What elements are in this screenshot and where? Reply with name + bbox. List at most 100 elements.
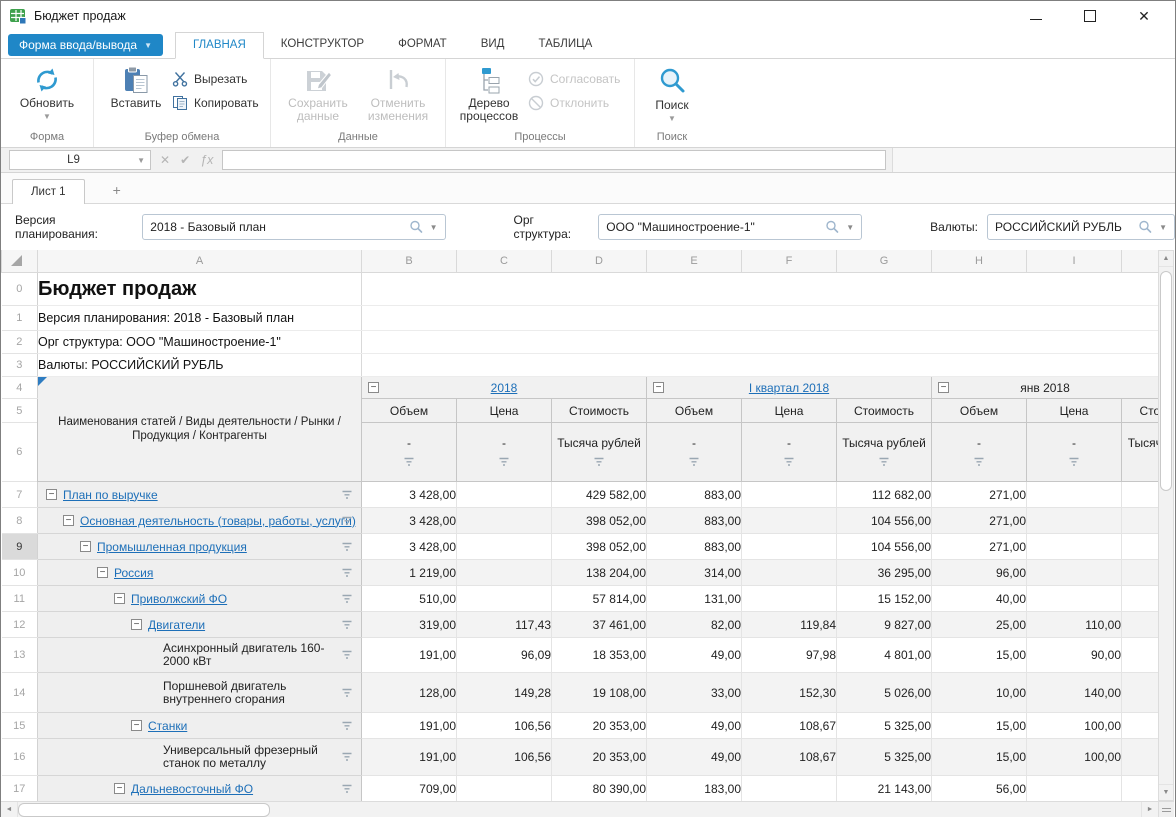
- column-header[interactable]: G: [836, 250, 932, 273]
- grid-cell[interactable]: [456, 775, 552, 802]
- collapse-icon[interactable]: −: [938, 381, 949, 393]
- grid-cell[interactable]: 510,00: [361, 585, 457, 612]
- period-link[interactable]: 2018: [490, 380, 518, 395]
- grid-cell[interactable]: 90,00: [1026, 637, 1122, 673]
- maximize-button[interactable]: [1083, 9, 1097, 23]
- grid-cell[interactable]: 5 325,00: [836, 712, 932, 739]
- row-header[interactable]: 17: [1, 775, 38, 802]
- vertical-scroll-thumb[interactable]: [1160, 271, 1172, 491]
- grid-cell[interactable]: 49,00: [646, 637, 742, 673]
- grid-cell-partial[interactable]: [1121, 712, 1159, 739]
- collapse-icon[interactable]: −: [97, 567, 108, 578]
- paste-button[interactable]: Вставить: [100, 61, 172, 110]
- grid-cell-partial[interactable]: [1121, 637, 1159, 673]
- confirm-entry-icon[interactable]: ✔: [180, 153, 191, 167]
- refresh-button[interactable]: Обновить ▼: [7, 61, 87, 121]
- scroll-left-arrow-icon[interactable]: ◄: [1, 802, 18, 817]
- grid-cell-partial[interactable]: [1121, 738, 1159, 776]
- grid-cell[interactable]: 15,00: [931, 738, 1027, 776]
- grid-cell[interactable]: 100,00: [1026, 738, 1122, 776]
- filter-funnel-icon[interactable]: [1068, 457, 1080, 467]
- grid-cell[interactable]: [741, 507, 837, 534]
- scrollbar-corner-grip[interactable]: [1158, 801, 1174, 817]
- hierarchy-cell[interactable]: − Дальневосточный ФО: [37, 775, 362, 802]
- grid-cell[interactable]: 108,67: [741, 712, 837, 739]
- grid-cell-partial[interactable]: [1121, 559, 1159, 586]
- horizontal-scrollbar[interactable]: ◄ ►: [1, 801, 1158, 817]
- close-button[interactable]: ✕: [1137, 9, 1151, 23]
- empty-cells[interactable]: [361, 305, 1159, 331]
- grid-cell[interactable]: 10,00: [931, 672, 1027, 713]
- column-header[interactable]: I: [1026, 250, 1122, 273]
- grid-cell[interactable]: 149,28: [456, 672, 552, 713]
- filter-funnel-icon[interactable]: [341, 784, 353, 794]
- grid-cell[interactable]: [456, 507, 552, 534]
- grid-cell[interactable]: 128,00: [361, 672, 457, 713]
- grid-cell[interactable]: 104 556,00: [836, 507, 932, 534]
- approve-button[interactable]: Согласовать: [528, 71, 620, 87]
- period-link[interactable]: I квартал 2018: [748, 380, 830, 395]
- empty-cells[interactable]: [361, 353, 1159, 377]
- grid-cell[interactable]: 5 026,00: [836, 672, 932, 713]
- vertical-scrollbar[interactable]: ▲ ▼: [1158, 250, 1174, 801]
- hierarchy-link[interactable]: План по выручке: [63, 487, 158, 502]
- grid-cell[interactable]: 56,00: [931, 775, 1027, 802]
- collapse-icon[interactable]: −: [653, 381, 664, 393]
- form-io-menu-button[interactable]: Форма ввода/вывода ▼: [8, 34, 164, 56]
- row-header[interactable]: 0: [1, 272, 38, 306]
- grid-cell[interactable]: [741, 559, 837, 586]
- period-group-cell[interactable]: − 2018: [361, 376, 647, 399]
- grid-cell[interactable]: 49,00: [646, 712, 742, 739]
- grid-cell[interactable]: 3 428,00: [361, 481, 457, 508]
- grid-cell[interactable]: 709,00: [361, 775, 457, 802]
- grid-cell[interactable]: [456, 481, 552, 508]
- row-header[interactable]: 15: [1, 712, 38, 739]
- currency-combo[interactable]: РОССИЙСКИЙ РУБЛЬ ▼: [987, 214, 1175, 240]
- grid-cell[interactable]: 140,00: [1026, 672, 1122, 713]
- collapse-icon[interactable]: −: [114, 783, 125, 794]
- grid-cell[interactable]: 25,00: [931, 611, 1027, 638]
- grid-cell-partial[interactable]: [1121, 533, 1159, 560]
- hierarchy-cell[interactable]: − Промышленная продукция: [37, 533, 362, 560]
- undo-changes-button[interactable]: Отменить изменения: [358, 61, 438, 123]
- grid-cell[interactable]: 429 582,00: [551, 481, 647, 508]
- hierarchy-cell[interactable]: Поршневой двигатель внутреннего сгорания: [37, 672, 362, 713]
- hierarchy-cell[interactable]: Асинхронный двигатель 160-2000 кВт: [37, 637, 362, 673]
- grid-cell[interactable]: 106,56: [456, 712, 552, 739]
- collapse-icon[interactable]: −: [80, 541, 91, 552]
- column-header[interactable]: B: [361, 250, 457, 273]
- grid-cell[interactable]: 5 325,00: [836, 738, 932, 776]
- filter-funnel-icon[interactable]: [341, 752, 353, 762]
- grid-cell[interactable]: 20 353,00: [551, 712, 647, 739]
- grid-cell[interactable]: 112 682,00: [836, 481, 932, 508]
- hierarchy-link[interactable]: Приволжский ФО: [131, 591, 228, 606]
- decline-button[interactable]: Отклонить: [528, 95, 609, 111]
- grid-cell[interactable]: [1026, 775, 1122, 802]
- select-all-corner[interactable]: [1, 250, 38, 273]
- grid-cell[interactable]: [741, 585, 837, 612]
- row-header[interactable]: 14: [1, 672, 38, 713]
- grid-cell[interactable]: 398 052,00: [551, 507, 647, 534]
- filter-funnel-icon[interactable]: [341, 516, 353, 526]
- grid-cell-partial[interactable]: [1121, 775, 1159, 802]
- filter-funnel-icon[interactable]: [973, 457, 985, 467]
- grid-cell[interactable]: 191,00: [361, 738, 457, 776]
- tab-konstruktor[interactable]: КОНСТРУКТОР: [280, 38, 365, 50]
- hierarchy-cell[interactable]: − Основная деятельность (товары, работы, …: [37, 507, 362, 534]
- hierarchy-link[interactable]: Россия: [114, 565, 154, 580]
- row-header[interactable]: 16: [1, 738, 38, 776]
- hierarchy-link[interactable]: Промышленная продукция: [97, 539, 247, 554]
- grid-cell[interactable]: 80 390,00: [551, 775, 647, 802]
- row-header[interactable]: 9: [1, 533, 38, 560]
- grid-cell[interactable]: [456, 585, 552, 612]
- grid-cell[interactable]: 3 428,00: [361, 533, 457, 560]
- info-cell[interactable]: Орг структура: ООО "Машиностроение-1": [37, 330, 362, 354]
- collapse-icon[interactable]: −: [114, 593, 125, 604]
- grid-cell[interactable]: 37 461,00: [551, 611, 647, 638]
- scroll-right-arrow-icon[interactable]: ►: [1141, 802, 1158, 817]
- hierarchy-cell[interactable]: − План по выручке: [37, 481, 362, 508]
- sheet-title-cell[interactable]: Бюджет продаж: [37, 272, 362, 306]
- grid-cell[interactable]: 18 353,00: [551, 637, 647, 673]
- row-header[interactable]: 3: [1, 353, 38, 377]
- grid-cell[interactable]: 108,67: [741, 738, 837, 776]
